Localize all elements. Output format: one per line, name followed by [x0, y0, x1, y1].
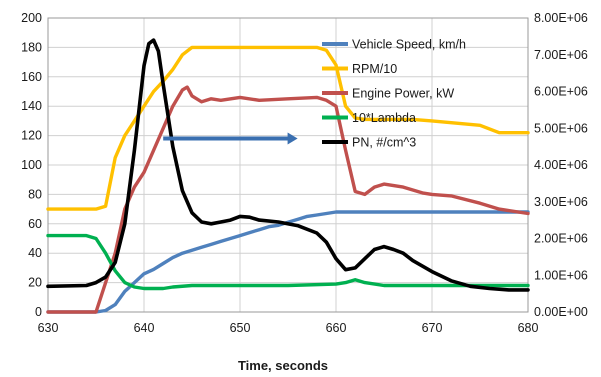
- series-line-vehicle-speed-km-h: [46, 210, 530, 314]
- y-tick-label: 100: [21, 158, 42, 172]
- legend-label-rpm-10: RPM/10: [352, 62, 397, 76]
- legend-label-engine-power-kw: Engine Power, kW: [352, 87, 454, 101]
- right-axis-ticks: 0.00E+00 1.00E+06 2.00E+06 3.00E+06 4.00E+06…: [534, 11, 588, 319]
- y2-tick-label: 6.00E+06: [534, 85, 588, 99]
- legend-label-vehicle-speed-km-h: Vehicle Speed, km/h: [352, 38, 466, 52]
- x-tick-label: 630: [38, 321, 59, 335]
- y2-tick-label: 0.00E+00: [534, 305, 588, 319]
- y2-tick-label: 4.00E+06: [534, 158, 588, 172]
- y-tick-label: 140: [21, 99, 42, 113]
- left-axis-ticks: 0 20 40 60 80 100 120 140 160 180 200: [21, 11, 42, 319]
- y2-tick-label: 5.00E+06: [534, 121, 588, 135]
- y-tick-label: 0: [35, 305, 42, 319]
- plot-frame: [47, 17, 529, 313]
- x-tick-label: 650: [230, 321, 251, 335]
- legend-label-10-lambda: 10*Lambda: [352, 111, 416, 125]
- x-tick-label: 670: [422, 321, 443, 335]
- y2-tick-label: 1.00E+06: [534, 268, 588, 282]
- annotation-arrow-head: [287, 132, 298, 145]
- series-line-10-lambda: [46, 233, 530, 291]
- x-axis-ticks: 630 640 650 660 670 680: [38, 321, 539, 335]
- y2-tick-label: 3.00E+06: [534, 195, 588, 209]
- y2-tick-label: 7.00E+06: [534, 48, 588, 62]
- series-line-engine-power-kw: [46, 85, 530, 314]
- x-tick-label: 660: [326, 321, 347, 335]
- legend-label-pn-cm-3: PN, #/cm^3: [352, 136, 416, 150]
- y-tick-label: 80: [28, 187, 42, 201]
- x-axis-title: Time, seconds: [238, 358, 328, 373]
- y-tick-label: 200: [21, 11, 42, 25]
- annotation-layer: [163, 132, 298, 145]
- y-tick-label: 40: [28, 246, 42, 260]
- y-tick-label: 120: [21, 129, 42, 143]
- y-tick-label: 180: [21, 40, 42, 54]
- x-tick-label: 680: [518, 321, 539, 335]
- y2-tick-label: 8.00E+06: [534, 11, 588, 25]
- y-tick-label: 160: [21, 70, 42, 84]
- x-tick-label: 640: [134, 321, 155, 335]
- y2-tick-label: 2.00E+06: [534, 232, 588, 246]
- y-tick-label: 60: [28, 217, 42, 231]
- series-line-rpm-10: [46, 45, 530, 211]
- legend: Vehicle Speed, km/h RPM/10 Engine Power, k…: [322, 38, 466, 150]
- y-tick-label: 20: [28, 276, 42, 290]
- series-line-pn-cm-3: [46, 38, 530, 292]
- series-layer: [46, 38, 530, 314]
- axes: [47, 17, 529, 313]
